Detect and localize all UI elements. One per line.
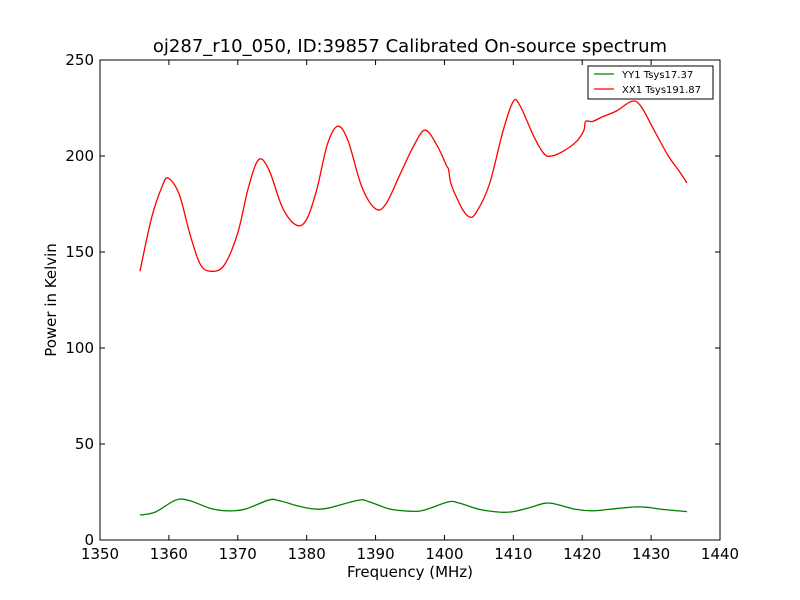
- y-tick-label: 200: [65, 147, 94, 165]
- x-tick-label: 1430: [632, 545, 670, 563]
- y-tick-label: 100: [65, 339, 94, 357]
- plot-background: [100, 60, 720, 540]
- x-tick-label: 1440: [701, 545, 739, 563]
- x-tick-labels: 1350 1360 1370 1380 1390 1400 1410 1420 1430 1440: [81, 545, 739, 563]
- legend: YY1 Tsys17.37 XX1 Tsys191.87: [587, 65, 714, 100]
- series-0: [139, 498, 687, 516]
- y-tick-labels: 0 50 100 150 200 250: [65, 51, 94, 549]
- legend-label-1: XX1 Tsys191.87: [622, 85, 701, 96]
- y-tick-label: 50: [75, 435, 94, 453]
- y-axis-label: Power in Kelvin: [42, 243, 60, 357]
- x-tick-label: 1420: [563, 545, 601, 563]
- series-layer: [139, 98, 688, 516]
- x-tick-label: 1360: [150, 545, 188, 563]
- legend-label-0: YY1 Tsys17.37: [621, 70, 693, 81]
- series-1: [139, 98, 688, 272]
- y-tick-label: 250: [65, 51, 94, 69]
- series-line-1: [139, 98, 688, 272]
- x-axis-label: Frequency (MHz): [347, 563, 473, 581]
- plot-area: [99, 59, 721, 541]
- x-tick-label: 1410: [494, 545, 532, 563]
- x-tick-label: 1350: [81, 545, 119, 563]
- x-tick-label: 1370: [219, 545, 257, 563]
- x-tick-label: 1400: [425, 545, 463, 563]
- y-tick-label: 150: [65, 243, 94, 261]
- chart-title: oj287_r10_050, ID:39857 Calibrated On-so…: [153, 36, 667, 57]
- y-tick-label: 0: [84, 531, 94, 549]
- x-tick-label: 1390: [356, 545, 394, 563]
- series-line-0: [139, 498, 687, 516]
- legend-box: [587, 65, 714, 100]
- legend-entries: YY1 Tsys17.37 XX1 Tsys191.87: [594, 70, 701, 96]
- x-tick-label: 1380: [288, 545, 326, 563]
- plot-frame: [99, 59, 721, 541]
